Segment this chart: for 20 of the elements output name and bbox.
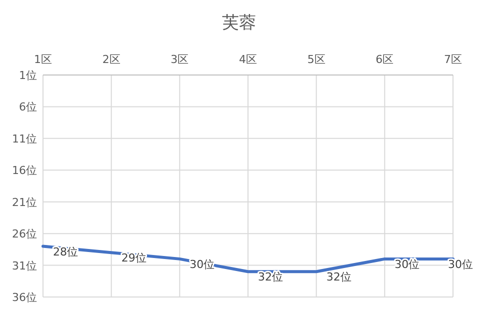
x-tick-label: 4区 [239,53,257,66]
chart-title: 芙蓉 [222,13,256,33]
y-tick-label: 1位 [19,69,37,82]
x-tick-label: 6区 [376,53,394,66]
y-tick-label: 16位 [12,164,37,178]
y-tick-label: 36位 [12,291,37,304]
data-label: 32位 [326,270,352,284]
y-tick-label: 11位 [12,132,37,146]
y-tick-label: 31位 [12,259,37,272]
x-tick-label: 1区 [34,53,52,66]
x-tick-label: 7区 [444,53,462,66]
y-tick-label: 21位 [12,196,37,209]
y-tick-label: 6位 [19,100,37,114]
x-tick-label: 2区 [102,53,120,66]
x-tick-label: 3区 [170,53,189,66]
x-tick-label: 5区 [307,53,326,66]
data-label: 30位 [448,258,473,271]
data-label: 32位 [258,270,283,284]
data-label: 30位 [394,258,420,271]
y-tick-label: 26位 [12,228,37,241]
